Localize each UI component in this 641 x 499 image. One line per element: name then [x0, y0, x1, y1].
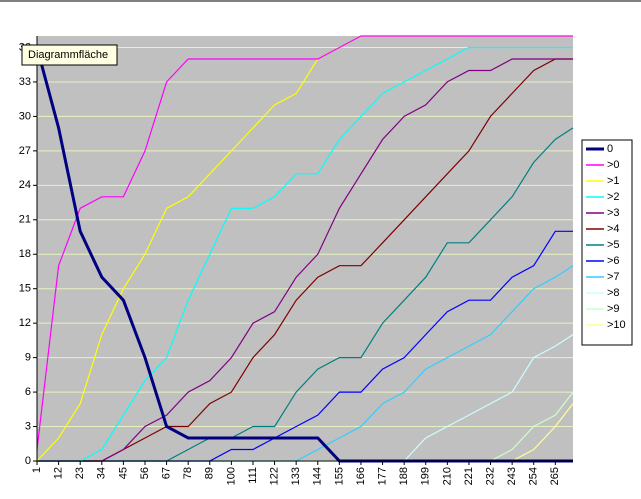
legend [581, 139, 633, 346]
y-tick-label: 27 [19, 145, 31, 157]
x-tick-label: 243 [506, 467, 518, 485]
legend-label: >8 [607, 287, 620, 299]
axes: 0369121518212427303336112233445566778891… [19, 36, 573, 485]
legend-label: >3 [607, 207, 620, 219]
legend-entries: 0 >0 >1 >2 >3 >4 >5 >6 >7 >8 >9 >10 [586, 143, 626, 331]
y-tick-label: 12 [19, 317, 31, 329]
legend-label: 0 [607, 143, 613, 155]
y-tick-label: 6 [25, 386, 31, 398]
y-tick-label: 3 [25, 420, 31, 432]
x-tick-label: 34 [96, 467, 108, 479]
x-tick-label: 111 [247, 467, 259, 484]
x-tick-label: 265 [549, 467, 561, 485]
x-tick-label: 199 [420, 467, 432, 485]
y-tick-label: 15 [19, 283, 31, 295]
x-tick-label: 232 [484, 467, 496, 485]
y-tick-label: 33 [19, 76, 31, 88]
x-tick-label: 254 [528, 467, 540, 485]
series-line [37, 46, 573, 462]
x-tick-label: 56 [139, 467, 151, 479]
x-tick-label: 144 [312, 467, 324, 485]
x-tick-label: 89 [204, 467, 216, 479]
x-tick-label: 221 [463, 467, 475, 485]
x-tick-label: 155 [333, 467, 345, 485]
legend-label: >7 [607, 271, 620, 283]
y-tick-label: 18 [19, 248, 31, 260]
y-tick-label: 0 [25, 455, 31, 467]
legend-label: >2 [607, 191, 620, 203]
y-tick-label: 9 [25, 352, 31, 364]
x-tick-label: 45 [117, 467, 129, 479]
y-tick-label: 21 [19, 214, 31, 226]
legend-label: >9 [607, 303, 620, 315]
x-tick-label: 133 [290, 467, 302, 485]
tooltip-text: Diagrammfläche [28, 49, 108, 61]
legend-label: >5 [607, 239, 620, 251]
plot-area [37, 36, 573, 461]
legend-label: >6 [607, 255, 620, 267]
series-line [36, 35, 573, 450]
legend-label: >0 [607, 159, 620, 171]
x-tick-label: 210 [441, 467, 453, 485]
x-tick-label: 166 [355, 467, 367, 485]
x-tick-label: 23 [74, 467, 86, 479]
series-line [37, 58, 573, 462]
grid [37, 46, 573, 462]
x-tick-label: 1 [31, 467, 43, 473]
series-line [37, 58, 573, 462]
x-tick-label: 78 [182, 467, 194, 479]
x-tick-label: 100 [225, 467, 237, 485]
y-tick-label: 30 [19, 110, 31, 122]
legend-label: >10 [607, 319, 626, 331]
y-tick-label: 24 [19, 179, 31, 191]
x-tick-label: 188 [398, 467, 410, 485]
legend-label: >4 [607, 223, 620, 235]
x-tick-label: 122 [268, 467, 280, 485]
x-tick-label: 67 [160, 467, 172, 479]
x-tick-label: 177 [376, 467, 388, 485]
legend-label: >1 [607, 175, 620, 187]
x-tick-label: 12 [53, 467, 65, 479]
tooltip [21, 44, 118, 66]
